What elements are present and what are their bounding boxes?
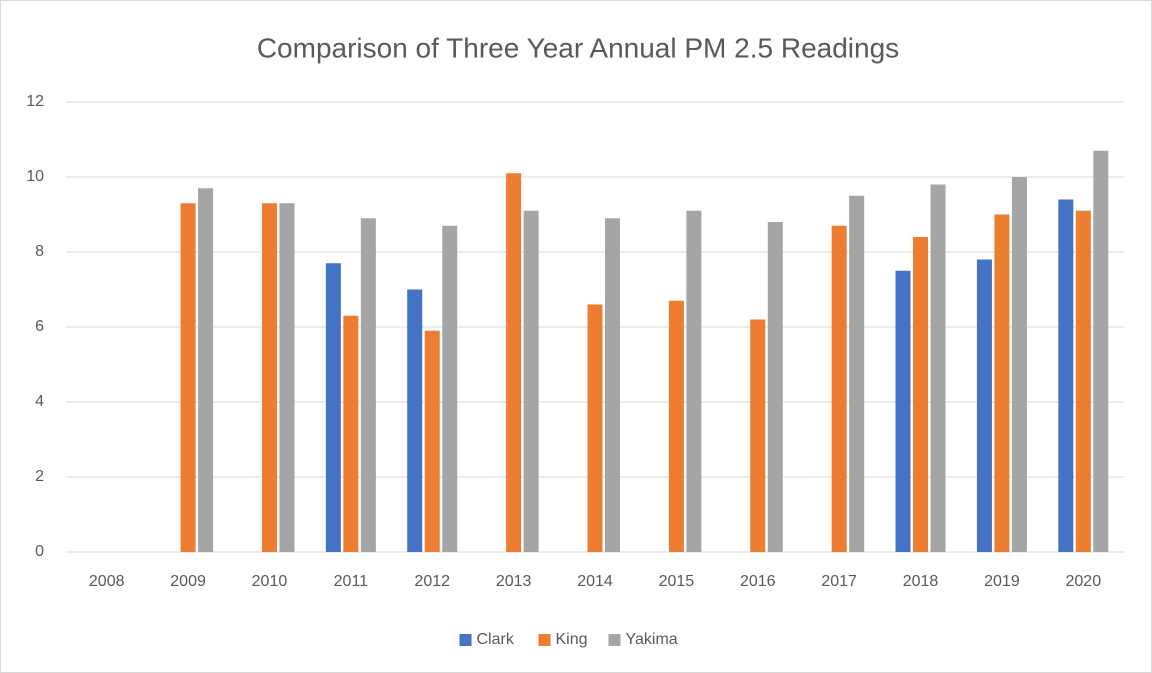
bar — [424, 330, 440, 552]
bar — [325, 263, 341, 552]
bar — [506, 173, 522, 552]
bar — [930, 184, 946, 552]
bar — [1058, 199, 1074, 552]
legend-swatch — [538, 634, 551, 646]
y-tick-label: 2 — [35, 468, 44, 485]
x-tick-label: 2016 — [740, 573, 776, 590]
x-tick-label: 2015 — [659, 573, 695, 590]
bar — [198, 188, 214, 552]
bar — [895, 270, 911, 552]
bar — [668, 300, 684, 552]
bar — [976, 259, 992, 552]
bar — [686, 210, 702, 552]
bar — [587, 304, 603, 552]
x-tick-label: 2019 — [984, 573, 1020, 590]
bar — [750, 319, 766, 552]
x-tick-label: 2018 — [903, 573, 939, 590]
bar — [407, 289, 423, 552]
bar — [1075, 210, 1091, 552]
legend-swatch — [608, 634, 621, 646]
bar — [261, 203, 277, 552]
bar — [1011, 177, 1027, 552]
bar — [605, 218, 620, 552]
x-tick-label: 2009 — [170, 573, 206, 590]
bar — [279, 203, 295, 552]
bar — [831, 225, 847, 552]
bar — [343, 315, 359, 552]
y-tick-label: 10 — [26, 168, 44, 185]
x-tick-label: 2017 — [821, 573, 857, 590]
y-tick-label: 6 — [35, 318, 44, 335]
bar — [913, 237, 929, 552]
bar — [360, 218, 376, 552]
x-tick-label: 2013 — [496, 573, 532, 590]
x-tick-label: 2020 — [1066, 573, 1102, 590]
bar — [523, 210, 539, 552]
legend-swatch — [459, 634, 472, 646]
bar — [994, 214, 1010, 552]
x-tick-label: 2012 — [414, 573, 450, 590]
y-tick-label: 8 — [35, 243, 44, 260]
bar — [1093, 150, 1109, 552]
bar — [767, 222, 783, 552]
x-tick-label: 2010 — [252, 573, 288, 590]
x-tick-label: 2014 — [577, 573, 613, 590]
chart-title: Comparison of Three Year Annual PM 2.5 R… — [257, 32, 899, 63]
y-tick-label: 4 — [35, 393, 44, 410]
x-tick-label: 2011 — [334, 573, 369, 590]
legend-label: Clark — [477, 631, 515, 648]
y-tick-label: 12 — [26, 93, 44, 110]
x-tick-label: 2008 — [89, 573, 125, 590]
bar — [442, 225, 458, 552]
legend-label: King — [556, 631, 588, 648]
y-tick-label: 0 — [35, 543, 44, 560]
bar — [849, 195, 865, 552]
bar — [180, 203, 196, 552]
legend-label: Yakima — [626, 631, 678, 648]
